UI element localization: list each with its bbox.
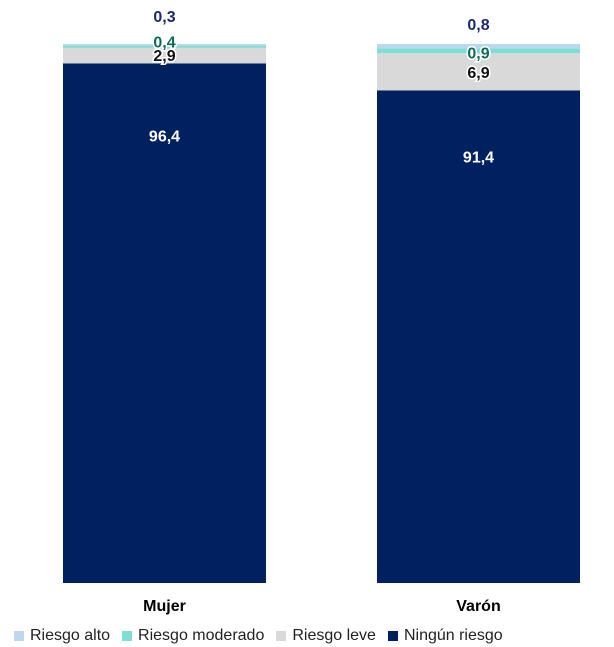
legend: Riesgo alto Riesgo moderado Riesgo leve …: [14, 627, 503, 645]
legend-swatch: [122, 631, 133, 641]
data-label-riesgo-alto-0: 0,3: [153, 9, 175, 26]
data-label-riesgo-leve-1: 6,9: [467, 65, 489, 82]
bar-segment-riesgo-moderado-0: [63, 45, 266, 48]
legend-swatch: [276, 631, 287, 641]
legend-label: Ningún riesgo: [403, 627, 503, 644]
legend-swatch: [387, 631, 398, 641]
bar-segment-riesgo-alto-1: [377, 44, 580, 49]
bar-segment-ning-n-riesgo-1: [377, 90, 580, 583]
data-label-riesgo-moderado-1: 0,9: [467, 45, 489, 62]
bar-segment-riesgo-moderado-1: [377, 48, 580, 54]
bar-segment-riesgo-leve-1: [377, 53, 580, 91]
data-labels-layer: 96,4 2,90,4 0,3 91,4 6,9 0,9 0,8: [149, 9, 494, 166]
data-label-riesgo-leve-0: 2,9: [153, 48, 175, 65]
bar-segment-riesgo-leve-0: [63, 47, 266, 64]
legend-label: Riesgo moderado: [138, 627, 265, 644]
legend-swatch: [14, 631, 24, 641]
bar-segment-ning-n-riesgo-0: [63, 63, 266, 584]
category-labels-layer: Mujer Varón: [143, 598, 501, 615]
legend-item-ningun-riesgo: Ningún riesgo: [387, 627, 503, 645]
legend-item-riesgo-leve: Riesgo leve: [276, 627, 376, 645]
category-label-1: Varón: [456, 598, 500, 615]
data-label-riesgo-moderado-0: 0,4: [153, 35, 175, 52]
data-label-riesgo-alto-1: 0,8: [467, 17, 489, 34]
category-label-0: Mujer: [143, 598, 186, 615]
bars-layer: [63, 44, 580, 584]
legend-label: Riesgo leve: [292, 627, 376, 644]
legend-item-riesgo-moderado: Riesgo moderado: [122, 627, 264, 645]
data-label-ning-n-riesgo-0: 96,4: [149, 128, 180, 145]
data-label-ning-n-riesgo-1: 91,4: [463, 149, 494, 166]
legend-item-riesgo-alto: Riesgo alto: [14, 627, 110, 645]
legend-label: Riesgo alto: [30, 627, 111, 644]
bar-segment-riesgo-alto-0: [63, 44, 266, 46]
